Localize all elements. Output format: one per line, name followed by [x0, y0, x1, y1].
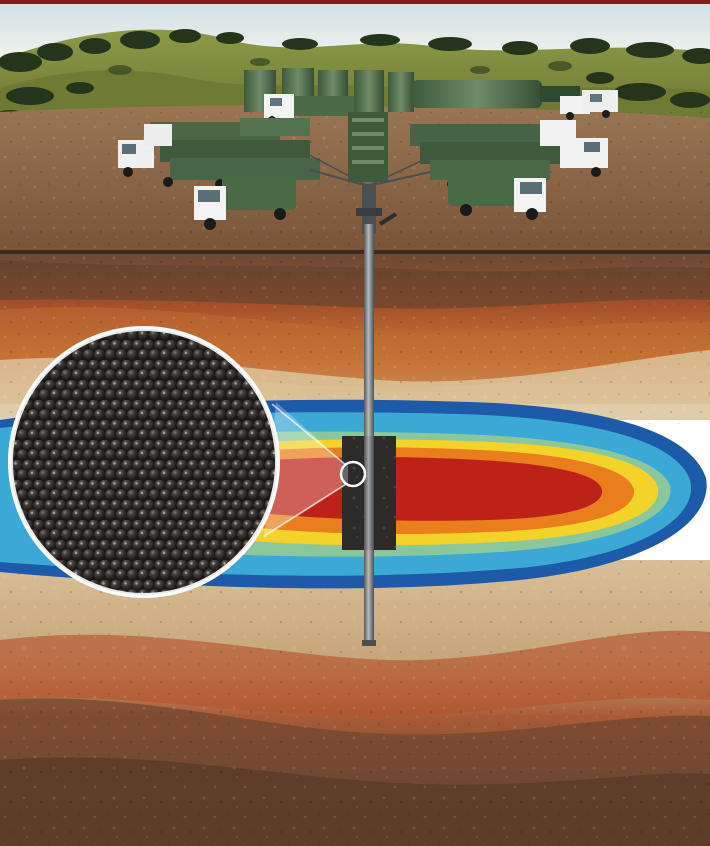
top-border [0, 0, 710, 4]
proppant-magnifier [8, 326, 280, 598]
perforation-block [339, 436, 396, 550]
wellhead [356, 184, 398, 234]
wellbore [362, 224, 376, 646]
magnifier-connector [263, 402, 348, 538]
storage-tanks [244, 68, 580, 112]
ground-surface-line [0, 250, 710, 255]
